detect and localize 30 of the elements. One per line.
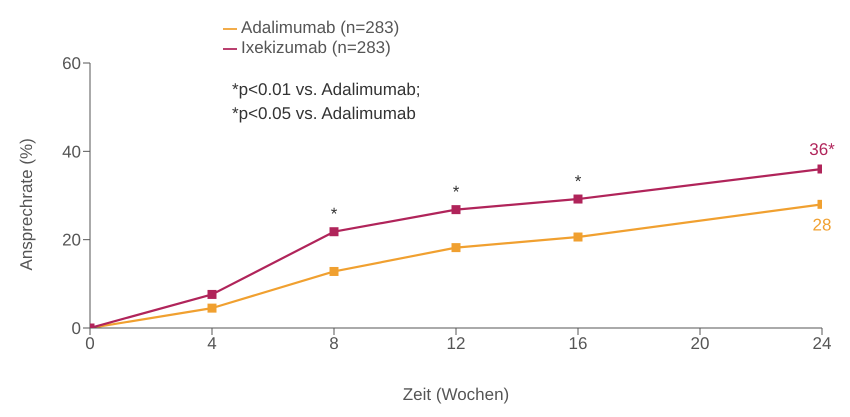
x-tick-label: 20	[690, 334, 710, 354]
point	[208, 304, 216, 313]
point	[452, 243, 460, 252]
x-tick-label: 16	[568, 334, 588, 354]
point	[452, 205, 460, 214]
annotation: *	[330, 204, 338, 224]
legend-label: Adalimumab (n=283)	[241, 18, 400, 37]
annotation: *p<0.05 vs. Adalimumab	[232, 103, 417, 125]
point	[574, 194, 582, 204]
x-axis-title: Zeit (Wochen)	[402, 385, 510, 404]
annotation: *p<0.01 vs. Adalimumab;	[232, 79, 421, 101]
x-tick-label: 12	[446, 334, 466, 354]
x-tick-label: 24	[812, 334, 832, 354]
y-axis-title: Ansprechrate (%)	[17, 138, 36, 270]
annotation: *	[574, 172, 582, 192]
legend-label: Ixekizumab (n=283)	[241, 38, 391, 57]
y-tick-label: 0	[72, 319, 81, 338]
data-label: 28	[812, 215, 832, 234]
data-label: 36*	[809, 140, 836, 159]
y-tick-label: 60	[62, 54, 81, 74]
x-tick-label: 8	[329, 334, 339, 354]
x-tick-label: 0	[85, 334, 95, 354]
annotation: *	[452, 182, 460, 202]
x-tick-label: 4	[207, 334, 217, 354]
y-tick-label: 20	[62, 230, 81, 250]
point	[330, 266, 338, 276]
point	[208, 290, 216, 299]
point	[330, 227, 338, 236]
y-tick-label: 40	[62, 142, 81, 162]
point	[574, 232, 582, 242]
